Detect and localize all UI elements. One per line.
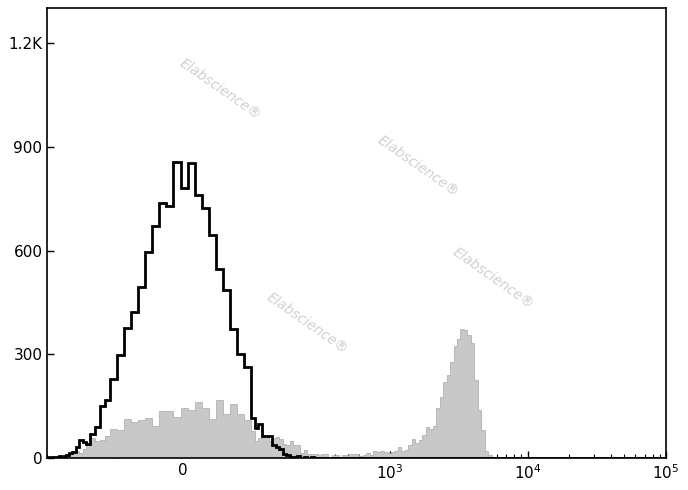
Text: Elabscience®: Elabscience® <box>449 245 536 312</box>
Text: Elabscience®: Elabscience® <box>264 290 350 356</box>
Text: Elabscience®: Elabscience® <box>375 132 462 199</box>
Text: Elabscience®: Elabscience® <box>178 56 264 122</box>
